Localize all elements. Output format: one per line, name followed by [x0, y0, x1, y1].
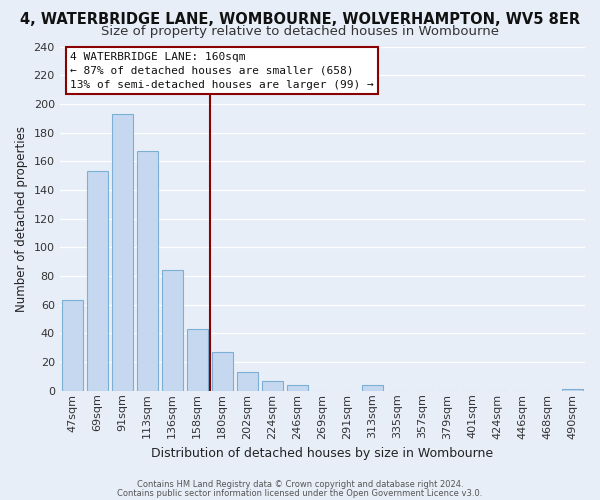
Bar — [161, 270, 183, 391]
Bar — [187, 329, 208, 391]
Text: Contains public sector information licensed under the Open Government Licence v3: Contains public sector information licen… — [118, 488, 482, 498]
Bar — [112, 114, 133, 391]
Bar — [86, 172, 108, 391]
Text: Size of property relative to detached houses in Wombourne: Size of property relative to detached ho… — [101, 25, 499, 38]
Text: 4 WATERBRIDGE LANE: 160sqm
← 87% of detached houses are smaller (658)
13% of sem: 4 WATERBRIDGE LANE: 160sqm ← 87% of deta… — [70, 52, 374, 90]
Text: Contains HM Land Registry data © Crown copyright and database right 2024.: Contains HM Land Registry data © Crown c… — [137, 480, 463, 489]
X-axis label: Distribution of detached houses by size in Wombourne: Distribution of detached houses by size … — [151, 447, 493, 460]
Bar — [287, 385, 308, 391]
Bar — [362, 385, 383, 391]
Bar — [562, 390, 583, 391]
Bar — [236, 372, 258, 391]
Bar — [262, 380, 283, 391]
Y-axis label: Number of detached properties: Number of detached properties — [15, 126, 28, 312]
Bar — [212, 352, 233, 391]
Bar — [62, 300, 83, 391]
Bar — [137, 151, 158, 391]
Text: 4, WATERBRIDGE LANE, WOMBOURNE, WOLVERHAMPTON, WV5 8ER: 4, WATERBRIDGE LANE, WOMBOURNE, WOLVERHA… — [20, 12, 580, 28]
